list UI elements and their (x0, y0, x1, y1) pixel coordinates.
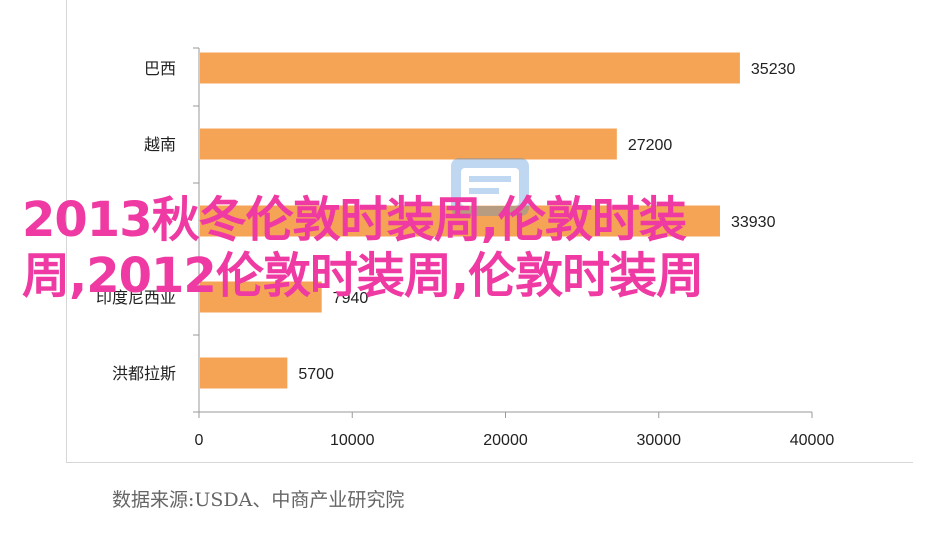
x-tick-label: 30000 (637, 432, 682, 449)
bar-value-label: 33930 (731, 214, 776, 231)
category-label: 印度尼西亚 (96, 288, 176, 307)
x-tick-label: 40000 (790, 432, 835, 449)
category-label: 巴西 (144, 59, 176, 78)
watermark-logo (451, 158, 529, 216)
bar (200, 52, 740, 84)
source-text: 数据来源:USDA、中商产业研究院 (112, 489, 405, 511)
chart-frame (66, 0, 913, 463)
bar (200, 357, 288, 389)
x-tick-label: 20000 (483, 432, 528, 449)
category-label: 洪都拉斯 (112, 364, 176, 383)
bar (200, 128, 617, 160)
category-label: 越南 (144, 135, 176, 154)
bar-value-label: 35230 (751, 61, 796, 78)
x-tick-label: 10000 (330, 432, 375, 449)
bar-value-label: 5700 (298, 366, 334, 383)
bar-value-label: 7940 (333, 290, 369, 307)
overlay-title: 2013秋冬伦敦时装周,伦敦时装周,2012伦敦时装周,伦敦时装周 (22, 192, 704, 304)
bar-value-label: 27200 (628, 137, 673, 154)
bar (200, 205, 720, 237)
bar (200, 281, 322, 313)
x-tick-label: 0 (195, 432, 204, 449)
